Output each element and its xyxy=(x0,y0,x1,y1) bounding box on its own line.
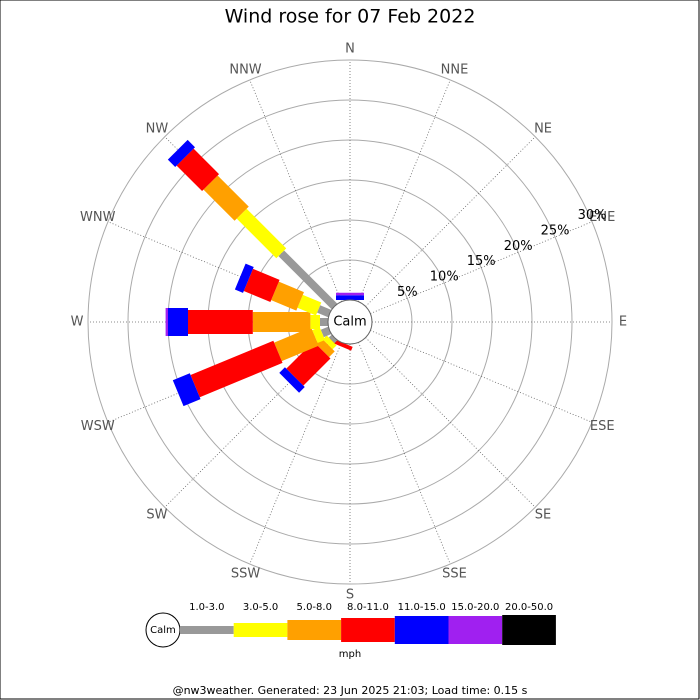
spoke xyxy=(249,342,342,565)
legend-label: 1.0-3.0 xyxy=(189,602,224,613)
legend-calm-label: Calm xyxy=(150,625,176,636)
wind-segment xyxy=(322,335,337,350)
calm-label: Calm xyxy=(333,315,366,330)
wind-segment xyxy=(286,341,331,386)
legend-label: 20.0-50.0 xyxy=(505,602,553,613)
wind-segment xyxy=(317,305,332,318)
footer: @nw3weather. Generated: 23 Jun 2025 21:0… xyxy=(173,684,528,697)
grid-ring xyxy=(87,59,613,585)
wind-segment xyxy=(190,340,283,398)
wind-segment xyxy=(278,250,338,310)
direction-label: N xyxy=(345,42,355,57)
legend-label: 15.0-20.0 xyxy=(451,602,499,613)
legend-swatch xyxy=(287,620,342,640)
spoke xyxy=(365,337,536,508)
legend-label: 11.0-15.0 xyxy=(398,602,446,613)
direction-label: SW xyxy=(146,508,167,523)
wind-segment xyxy=(279,367,305,393)
wind-segment xyxy=(297,294,322,316)
direction-label: WSW xyxy=(81,419,115,434)
direction-label: NNW xyxy=(229,62,261,77)
legend-swatch xyxy=(394,616,449,644)
wind-segment xyxy=(312,327,325,344)
direction-label: NNE xyxy=(441,62,469,77)
spoke xyxy=(370,330,593,423)
direction-label: W xyxy=(71,315,84,330)
wind-segment xyxy=(328,337,353,351)
direction-label: ENE xyxy=(589,210,615,225)
wind-segment xyxy=(243,268,280,303)
spoke xyxy=(365,136,536,307)
wind-segment xyxy=(320,326,332,338)
wind-segment xyxy=(328,334,338,344)
wind-segment xyxy=(167,139,196,168)
chart-title: Wind rose for 07 Feb 2022 xyxy=(225,6,476,28)
direction-label: SE xyxy=(535,508,551,523)
spoke xyxy=(358,342,451,565)
legend-swatch xyxy=(233,623,288,637)
legend-swatch xyxy=(180,626,234,634)
legend-swatch xyxy=(502,615,556,645)
r-tick-label: 25% xyxy=(541,224,570,239)
wind-segment xyxy=(176,148,220,192)
legend-units: mph xyxy=(339,649,361,660)
legend-swatch xyxy=(341,618,395,642)
spoke xyxy=(358,79,451,302)
wind-segment xyxy=(314,337,335,358)
direction-label: S xyxy=(346,588,354,603)
direction-label: NE xyxy=(534,121,552,136)
direction-label: NW xyxy=(146,121,169,136)
wind-segment xyxy=(274,327,319,362)
r-tick-label: 20% xyxy=(504,239,533,254)
wind-segment xyxy=(203,175,249,221)
direction-label: E xyxy=(619,315,627,330)
wind-segment xyxy=(271,281,304,311)
legend-label: 8.0-11.0 xyxy=(347,602,389,613)
r-tick-label: 5% xyxy=(397,285,418,300)
direction-label: WNW xyxy=(80,210,116,225)
wind-segment xyxy=(234,263,254,293)
legend-label: 5.0-8.0 xyxy=(297,602,332,613)
direction-label: SSW xyxy=(231,567,261,582)
r-tick-label: 15% xyxy=(467,254,496,269)
direction-label: ESE xyxy=(590,419,615,434)
direction-label: SSE xyxy=(442,567,467,582)
legend-label: 3.0-5.0 xyxy=(243,602,278,613)
spoke xyxy=(249,79,342,302)
spoke xyxy=(370,221,593,314)
calm-circle xyxy=(327,299,373,345)
r-tick-label: 10% xyxy=(430,269,459,284)
wind-segment xyxy=(236,208,287,259)
wind-segment xyxy=(172,373,201,407)
legend-swatch xyxy=(448,616,503,644)
grid-ring xyxy=(127,99,573,545)
r-tick-label: 30% xyxy=(578,208,607,223)
